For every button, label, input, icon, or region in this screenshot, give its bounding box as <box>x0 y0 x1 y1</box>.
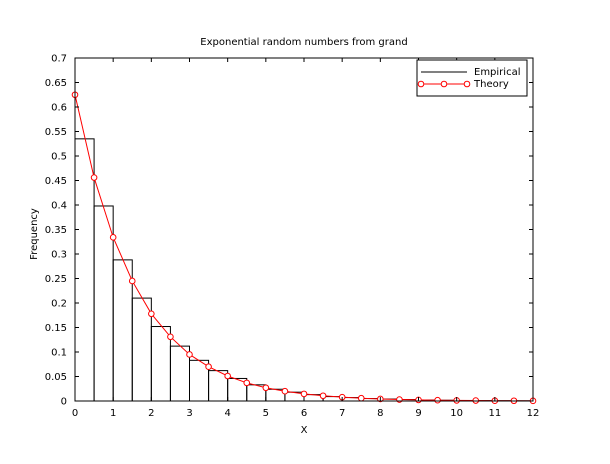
y-tick-label: 0.4 <box>51 201 67 212</box>
theory-line <box>75 95 533 401</box>
y-tick-label: 0.35 <box>45 225 67 236</box>
y-tick-label: 0.3 <box>51 250 67 261</box>
y-tick-label: 0.25 <box>45 274 67 285</box>
y-tick-label: 0.7 <box>51 54 67 65</box>
x-tick-label: 3 <box>186 408 192 419</box>
x-tick-label: 0 <box>72 408 78 419</box>
theory-point <box>301 391 307 397</box>
theory-point <box>129 278 135 284</box>
x-tick-label: 10 <box>450 408 463 419</box>
theory-point <box>263 385 269 391</box>
x-tick-label: 4 <box>224 408 230 419</box>
y-tick-label: 0.1 <box>51 348 67 359</box>
theory-point <box>110 235 116 241</box>
y-tick-label: 0.15 <box>45 323 67 334</box>
chart-title: Exponential random numbers from grand <box>200 37 407 48</box>
x-tick-label: 5 <box>263 408 269 419</box>
theory-point <box>168 334 174 340</box>
x-tick-label: 7 <box>339 408 345 419</box>
x-tick-label: 6 <box>301 408 307 419</box>
histogram-bar <box>94 206 113 401</box>
theory-point <box>320 393 326 399</box>
legend-empirical-label: Empirical <box>474 67 520 78</box>
x-tick-label: 9 <box>415 408 421 419</box>
y-tick-label: 0.65 <box>45 78 67 89</box>
theory-point <box>282 388 288 394</box>
theory-point <box>91 175 97 181</box>
theory-point <box>358 395 364 401</box>
legend-box <box>417 60 527 96</box>
legend: Empirical Theory <box>417 60 527 96</box>
legend-theory-marker-mid <box>441 81 447 87</box>
y-tick-label: 0.5 <box>51 152 67 163</box>
theory-point <box>244 380 250 386</box>
theory-point <box>435 397 441 403</box>
y-tick-label: 0.6 <box>51 103 67 114</box>
x-tick-label: 1 <box>110 408 116 419</box>
y-tick-label: 0.05 <box>45 372 67 383</box>
y-tick-label: 0 <box>61 397 67 408</box>
y-tick-label: 0.55 <box>45 127 67 138</box>
x-tick-label: 8 <box>377 408 383 419</box>
x-tick-label: 2 <box>148 408 154 419</box>
y-tick-label: 0.2 <box>51 299 67 310</box>
legend-theory-marker-right <box>464 81 470 87</box>
theory-point <box>225 373 231 379</box>
y-tick-label: 0.45 <box>45 176 67 187</box>
plot-area <box>72 92 536 404</box>
theory-point <box>187 352 193 358</box>
y-axis-label: Frequency <box>29 208 40 260</box>
theory-point <box>206 364 212 370</box>
plot-frame <box>75 58 533 401</box>
legend-theory-label: Theory <box>473 79 509 90</box>
x-tick-label: 12 <box>527 408 540 419</box>
legend-theory-marker-left <box>418 81 424 87</box>
theory-point <box>149 311 155 317</box>
x-axis-label: X <box>301 425 308 436</box>
x-tick-label: 11 <box>488 408 501 419</box>
